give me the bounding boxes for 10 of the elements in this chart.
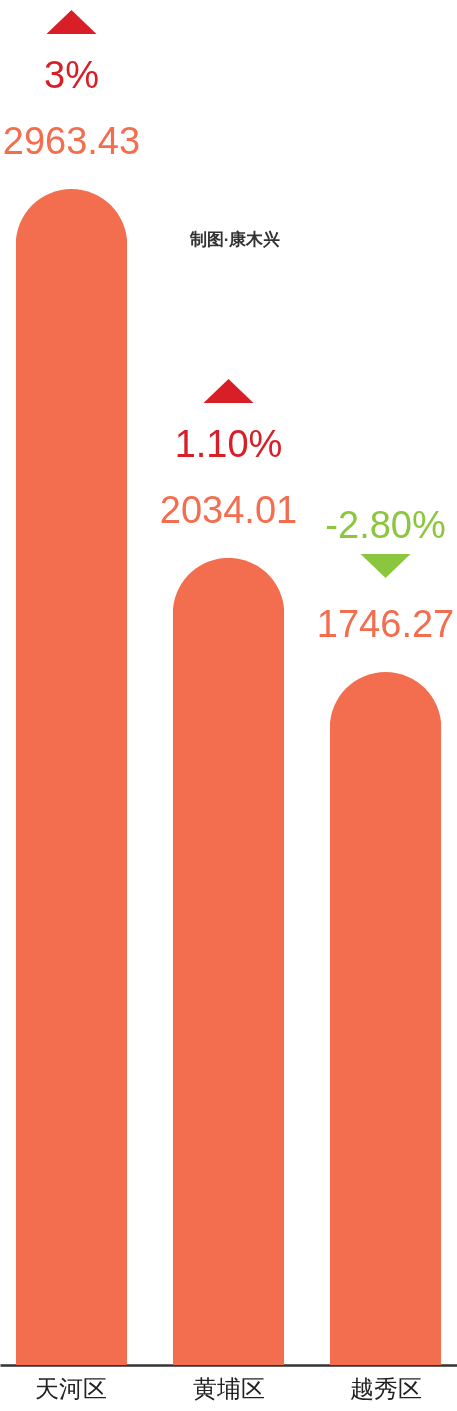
annotation: 3% <box>43 54 99 97</box>
data-label: 2034.01 <box>159 488 298 531</box>
data-label: 1746.27 <box>316 603 455 646</box>
x-tick-label: 越秀区 <box>349 1374 422 1402</box>
x-tick-label: 黄埔区 <box>192 1374 265 1402</box>
annotation: -2.80% <box>325 504 446 547</box>
annotation: 制图·康木兴 <box>188 230 281 249</box>
data-label: 2963.43 <box>2 120 141 163</box>
x-tick-label: 天河区 <box>35 1374 108 1402</box>
annotation: 1.10% <box>174 422 283 465</box>
